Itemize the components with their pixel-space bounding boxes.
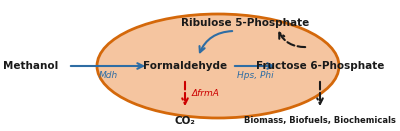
Text: CO₂: CO₂ <box>174 116 196 126</box>
Text: Hps, Phi: Hps, Phi <box>237 70 273 80</box>
Text: Mdh: Mdh <box>98 70 118 80</box>
Ellipse shape <box>97 14 339 118</box>
Text: Biomass, Biofuels, Biochemicals: Biomass, Biofuels, Biochemicals <box>244 116 396 125</box>
Text: Fructose 6-Phosphate: Fructose 6-Phosphate <box>256 61 384 71</box>
Text: Ribulose 5-Phosphate: Ribulose 5-Phosphate <box>181 18 309 28</box>
Text: Formaldehyde: Formaldehyde <box>143 61 227 71</box>
Text: ΔfrmA: ΔfrmA <box>192 89 220 97</box>
Text: Methanol: Methanol <box>3 61 58 71</box>
